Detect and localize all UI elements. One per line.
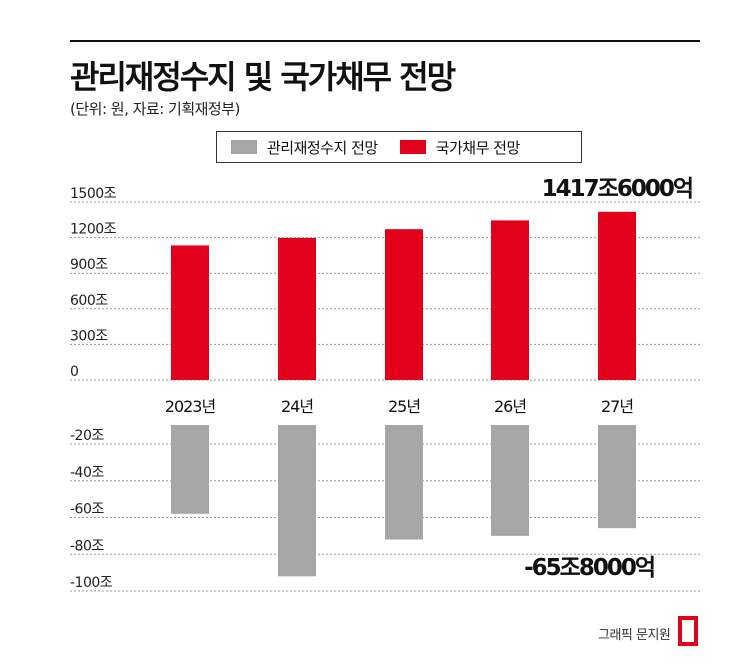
chart-subtitle: (단위: 원, 자료: 기획재정부) xyxy=(70,100,240,118)
x-category-label: 26년 xyxy=(494,397,526,416)
debt-bar xyxy=(491,220,529,380)
chart-title: 관리재정수지 및 국가채무 전망 xyxy=(70,58,456,96)
balance-bar xyxy=(278,425,316,577)
balance-y-tick-label: -40조 xyxy=(70,465,104,481)
balance-bar xyxy=(491,425,529,536)
legend-item-balance: 관리재정수지 전망 xyxy=(231,137,378,158)
debt-bar xyxy=(278,237,316,380)
legend-swatch-balance xyxy=(231,140,257,154)
debt-y-tick-label: 1200조 xyxy=(70,222,117,238)
legend-label-balance: 관리재정수지 전망 xyxy=(267,138,378,157)
legend-swatch-debt xyxy=(399,140,426,154)
legend-label-debt: 국가채무 전망 xyxy=(435,138,521,157)
x-category-label: 25년 xyxy=(388,397,420,416)
debt-y-tick-label: 0 xyxy=(70,364,78,380)
balance-bar xyxy=(385,425,423,540)
balance-bar xyxy=(171,425,209,514)
debt-annotation: 1417조6000억 xyxy=(542,176,692,202)
legend: 관리재정수지 전망 국가채무 전망 xyxy=(216,131,582,163)
x-category-label: 2023년 xyxy=(165,397,216,416)
debt-bar xyxy=(598,211,636,380)
logo-icon xyxy=(678,616,698,646)
debt-bar xyxy=(385,229,423,380)
debt-y-tick-label: 900조 xyxy=(70,257,108,273)
x-category-label: 24년 xyxy=(281,397,313,416)
balance-y-tick-label: -60조 xyxy=(70,502,104,518)
credit-text: 그래픽 문지원 xyxy=(598,628,671,643)
balance-bar xyxy=(598,425,636,529)
debt-y-tick-label: 600조 xyxy=(70,293,108,309)
top-rule xyxy=(70,40,700,42)
debt-bar xyxy=(171,245,209,380)
x-category-label: 27년 xyxy=(601,397,633,416)
balance-y-tick-label: -100조 xyxy=(70,575,113,591)
legend-item-debt: 국가채무 전망 xyxy=(399,137,521,158)
balance-y-tick-label: -80조 xyxy=(70,538,104,554)
debt-y-tick-label: 1500조 xyxy=(70,186,117,202)
balance-y-tick-label: -20조 xyxy=(70,428,104,444)
balance-annotation: -65조8000억 xyxy=(524,555,654,581)
debt-y-tick-label: 300조 xyxy=(70,328,108,344)
